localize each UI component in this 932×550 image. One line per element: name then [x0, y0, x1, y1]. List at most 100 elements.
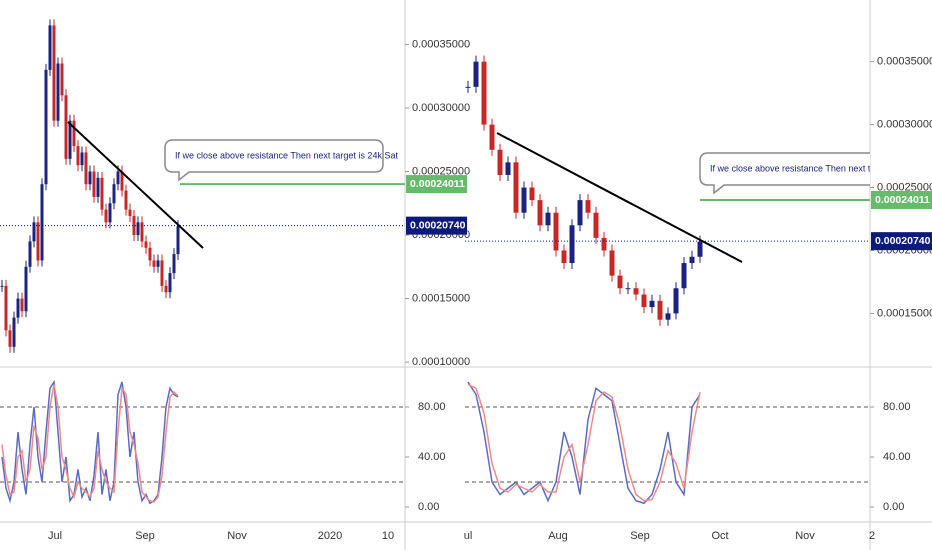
osc-tick-label: 80.00 [418, 401, 446, 413]
y-tick-label: 0.00015000 [412, 292, 470, 304]
candle-body [40, 184, 44, 261]
candle-body [593, 212, 599, 238]
candle-body [88, 171, 92, 185]
trendline [67, 121, 204, 249]
last-label: 0.00020740 [410, 219, 466, 231]
candle-body [28, 241, 32, 267]
osc-tick-label: 0.00 [883, 501, 904, 513]
last-label-box [406, 216, 467, 235]
candle-body [156, 260, 160, 267]
target-label: 0.00024011 [875, 194, 930, 206]
candle-body [176, 226, 180, 255]
osc-tick-label: 40.00 [418, 451, 446, 463]
candle-body [104, 209, 108, 223]
candle-body [12, 317, 16, 347]
candle-body [52, 25, 56, 121]
candle-body [48, 25, 52, 70]
y-tick-label: 0.00030000 [877, 119, 932, 131]
last-label-box [871, 232, 932, 251]
candle-body [160, 260, 164, 286]
candle-body [144, 241, 148, 248]
candle-body [168, 273, 172, 293]
candle-body [68, 120, 72, 159]
candle-body [497, 149, 503, 175]
candle-body [136, 222, 140, 236]
candle-body [553, 212, 559, 251]
y-tick-label: 0.00035000 [877, 56, 932, 68]
candle-body [585, 200, 591, 213]
candle-body [64, 95, 68, 159]
candle-body [112, 184, 116, 204]
y-tick-label: 0.00015000 [877, 307, 932, 319]
x-tick-label: Nov [227, 530, 247, 542]
candle-body [132, 215, 136, 236]
osc-tick-label: 0.00 [418, 501, 439, 513]
candle-body [569, 225, 575, 264]
x-tick-label: Sep [135, 530, 155, 542]
candle-body [649, 300, 655, 308]
x-tick-label: 10 [382, 530, 394, 542]
candle-body [545, 212, 551, 226]
candle-body [80, 152, 84, 166]
candle-body [124, 190, 128, 210]
annotation: If we close above resistance Then next t… [710, 163, 932, 173]
candle-body [164, 285, 168, 293]
x-tick-label: Nov [795, 530, 815, 542]
candle-body [44, 69, 48, 185]
osc-tick-label: 40.00 [883, 451, 911, 463]
candle-body [577, 200, 583, 226]
candle-body [16, 298, 20, 318]
x-tick-label: Sep [630, 530, 650, 542]
callout [164, 139, 384, 182]
candle-body [36, 222, 40, 261]
candle-body [657, 300, 663, 320]
x-tick-label: 2 [869, 530, 875, 542]
candle-body [521, 187, 527, 213]
candle-body [505, 162, 511, 175]
y-tick-label: 0.00035000 [412, 38, 470, 50]
trendline [496, 132, 743, 263]
candle-body [32, 222, 36, 242]
candle-body [601, 237, 607, 251]
target-label: 0.00024011 [410, 178, 465, 190]
annotation: If we close above resistance Then next t… [175, 150, 398, 160]
candle-body [56, 63, 60, 121]
y-tick-label: 0.00010000 [412, 356, 470, 368]
left-pane: If we close above resistance Then next t… [0, 19, 405, 505]
candle-body [617, 275, 623, 289]
x-tick-label: 2020 [318, 530, 342, 542]
candle-body [24, 266, 28, 312]
x-tick-label: ul [464, 530, 473, 542]
osc-line [467, 381, 701, 505]
candle-body [625, 288, 631, 290]
candle-body [665, 313, 671, 320]
osc-tick-label: 80.00 [883, 401, 911, 413]
candle-body [172, 254, 176, 274]
candle-body [8, 330, 12, 347]
candle-body [140, 222, 144, 242]
osc-line [1, 384, 179, 503]
callout [699, 152, 870, 195]
y-tick-label: 0.00025000 [877, 181, 932, 193]
candle-body [92, 171, 96, 197]
candle-body [60, 63, 64, 96]
x-tick-label: Jul [48, 530, 62, 542]
x-tick-label: Oct [711, 530, 728, 542]
candle-body [128, 209, 132, 216]
candle-body [72, 120, 76, 147]
candle-body [673, 288, 679, 314]
target-label-box [406, 175, 467, 194]
candle-body [120, 171, 124, 191]
x-tick-label: Aug [548, 530, 568, 542]
candle-body [152, 260, 156, 267]
candle-body [609, 250, 615, 276]
target-label-box [871, 190, 932, 209]
right-pane: If we close above resistance Then next t… [465, 55, 932, 505]
candle-body [0, 285, 4, 287]
candle-body [108, 203, 112, 223]
candle-body [100, 177, 104, 210]
osc-line [467, 383, 701, 502]
candle-body [641, 294, 647, 308]
